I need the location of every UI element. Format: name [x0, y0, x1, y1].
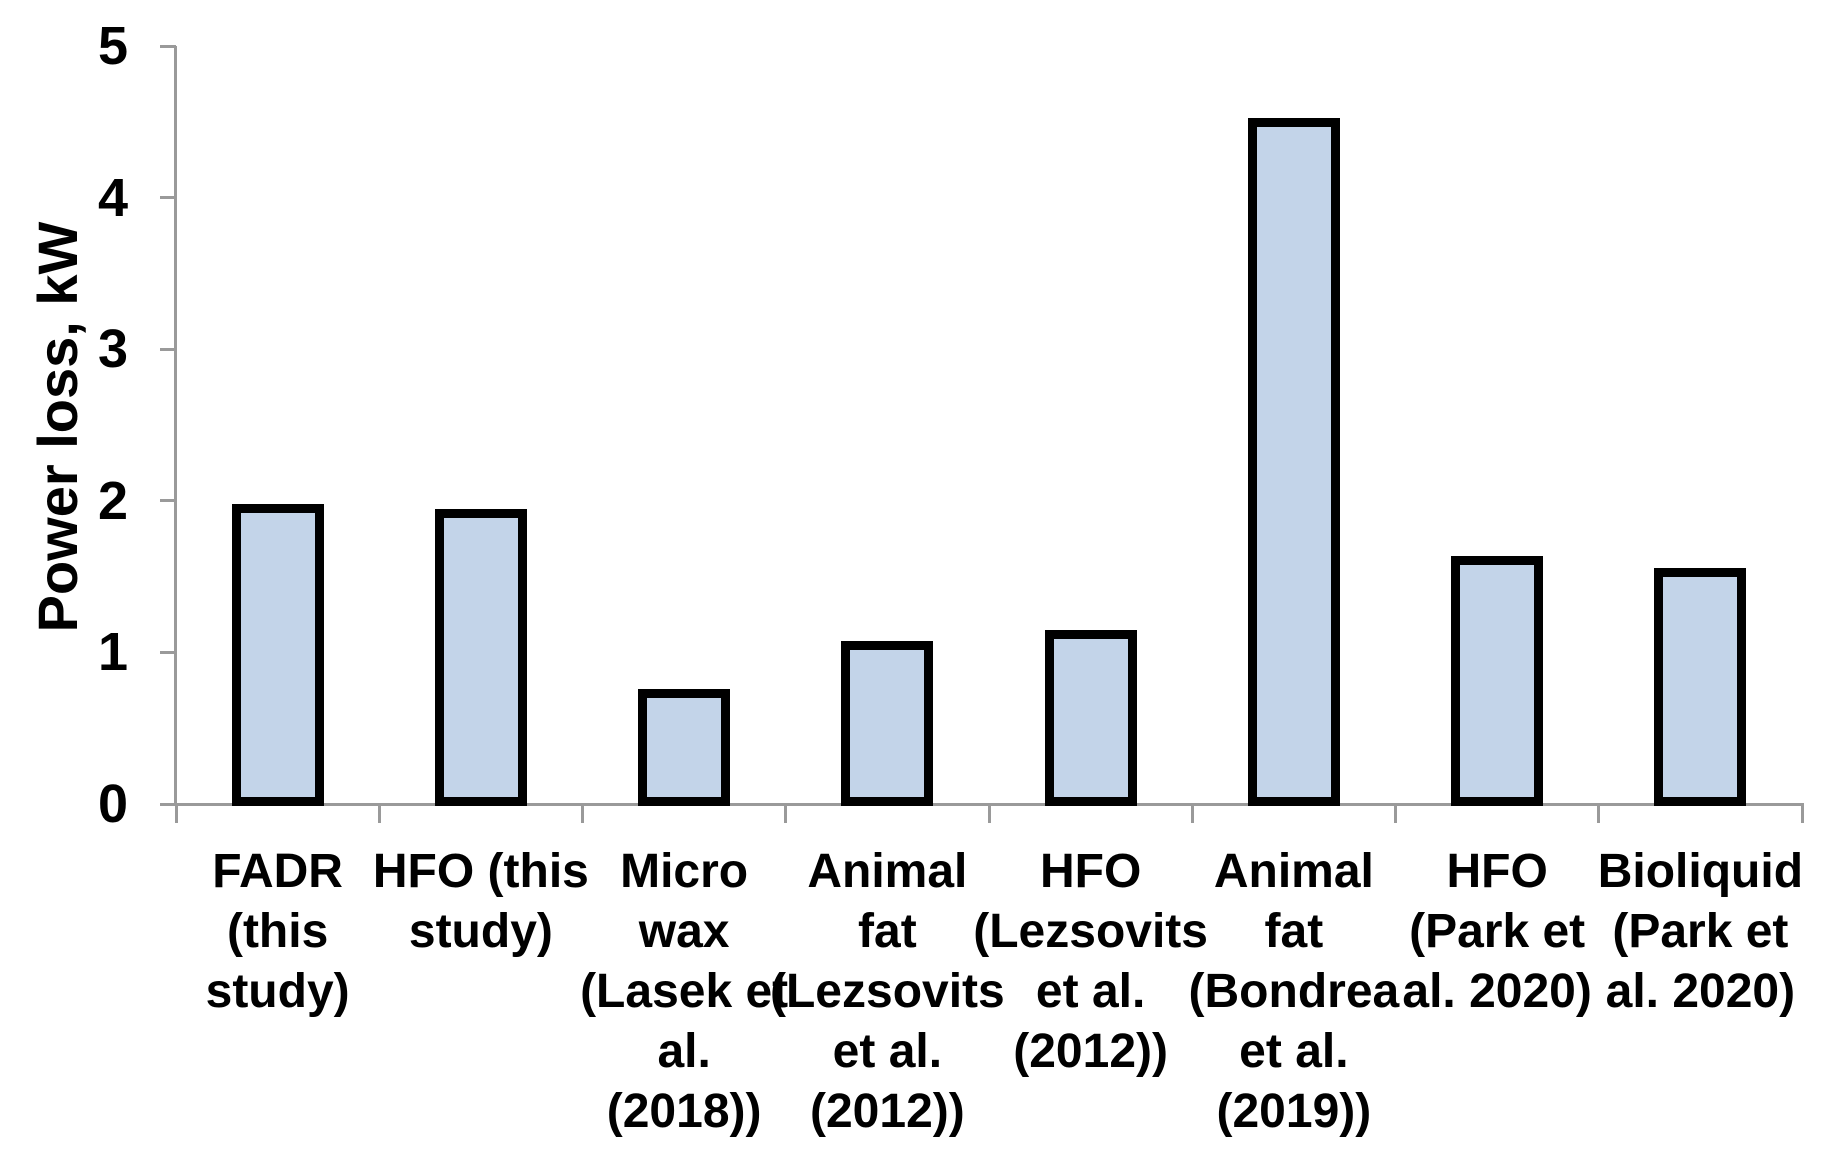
y-tick-label-0: 0 [97, 774, 128, 834]
y-axis-title: Power loss, kW [26, 221, 89, 633]
y-tick-label-3: 3 [97, 319, 128, 380]
y-tick-label-5: 5 [97, 16, 128, 76]
y-tick-label-1: 1 [97, 622, 128, 683]
category-label-bioliquid-park-et-al-2020: Bioliquid (Park et al. 2020) [1597, 845, 1804, 1018]
y-tick-label-2: 2 [97, 470, 128, 531]
bar-animal-fat-lezsovits-et-al-2012 [841, 640, 934, 806]
y-tick-mark-1 [160, 650, 176, 654]
x-tick-mark-0 [174, 803, 178, 823]
x-tick-mark-1 [377, 803, 381, 823]
bar-hfo-park-et-al-2020 [1451, 555, 1544, 806]
x-tick-mark-7 [1597, 803, 1601, 823]
x-tick-mark-6 [1394, 803, 1397, 823]
category-label-hfo-this-study: HFO (this study) [372, 845, 589, 958]
x-tick-mark-3 [784, 803, 788, 823]
bar-fadr-this-study [231, 504, 324, 806]
x-tick-mark-4 [987, 803, 991, 823]
y-tick-mark-4 [160, 196, 176, 200]
x-tick-mark-8 [1800, 803, 1804, 823]
bar-bioliquid-park-et-al-2020 [1654, 568, 1747, 806]
category-label-hfo-lezsovits-et-al-2012: HFO (Lezsovits et al. (2012)) [973, 845, 1208, 1078]
x-tick-mark-5 [1190, 803, 1194, 823]
category-label-animal-fat-bondrea-et-al-2019: Animal fat (Bondrea et al. (2019)) [1188, 845, 1400, 1138]
x-tick-mark-2 [581, 803, 584, 823]
y-tick-mark-3 [160, 347, 176, 351]
category-label-fadr-this-study: FADR (this study) [205, 845, 350, 1018]
category-label-hfo-park-et-al-2020: HFO (Park et al. 2020) [1402, 845, 1592, 1018]
y-tick-label-4: 4 [97, 167, 128, 228]
category-label-micro-wax-lasek-et-al-2018: Micro wax (Lasek et al. (2018)) [580, 845, 789, 1138]
y-axis-line [174, 46, 177, 804]
category-label-animal-fat-lezsovits-et-al-2012: Animal fat (Lezsovits et al. (2012)) [770, 845, 1005, 1138]
bar-micro-wax-lasek-et-al-2018 [638, 689, 731, 806]
y-tick-mark-5 [160, 44, 176, 48]
bar-animal-fat-bondrea-et-al-2019 [1247, 117, 1340, 806]
bar-hfo-this-study [434, 508, 527, 806]
bar-hfo-lezsovits-et-al-2012 [1044, 630, 1137, 806]
x-axis-line [160, 803, 1802, 806]
y-tick-mark-2 [160, 499, 176, 503]
